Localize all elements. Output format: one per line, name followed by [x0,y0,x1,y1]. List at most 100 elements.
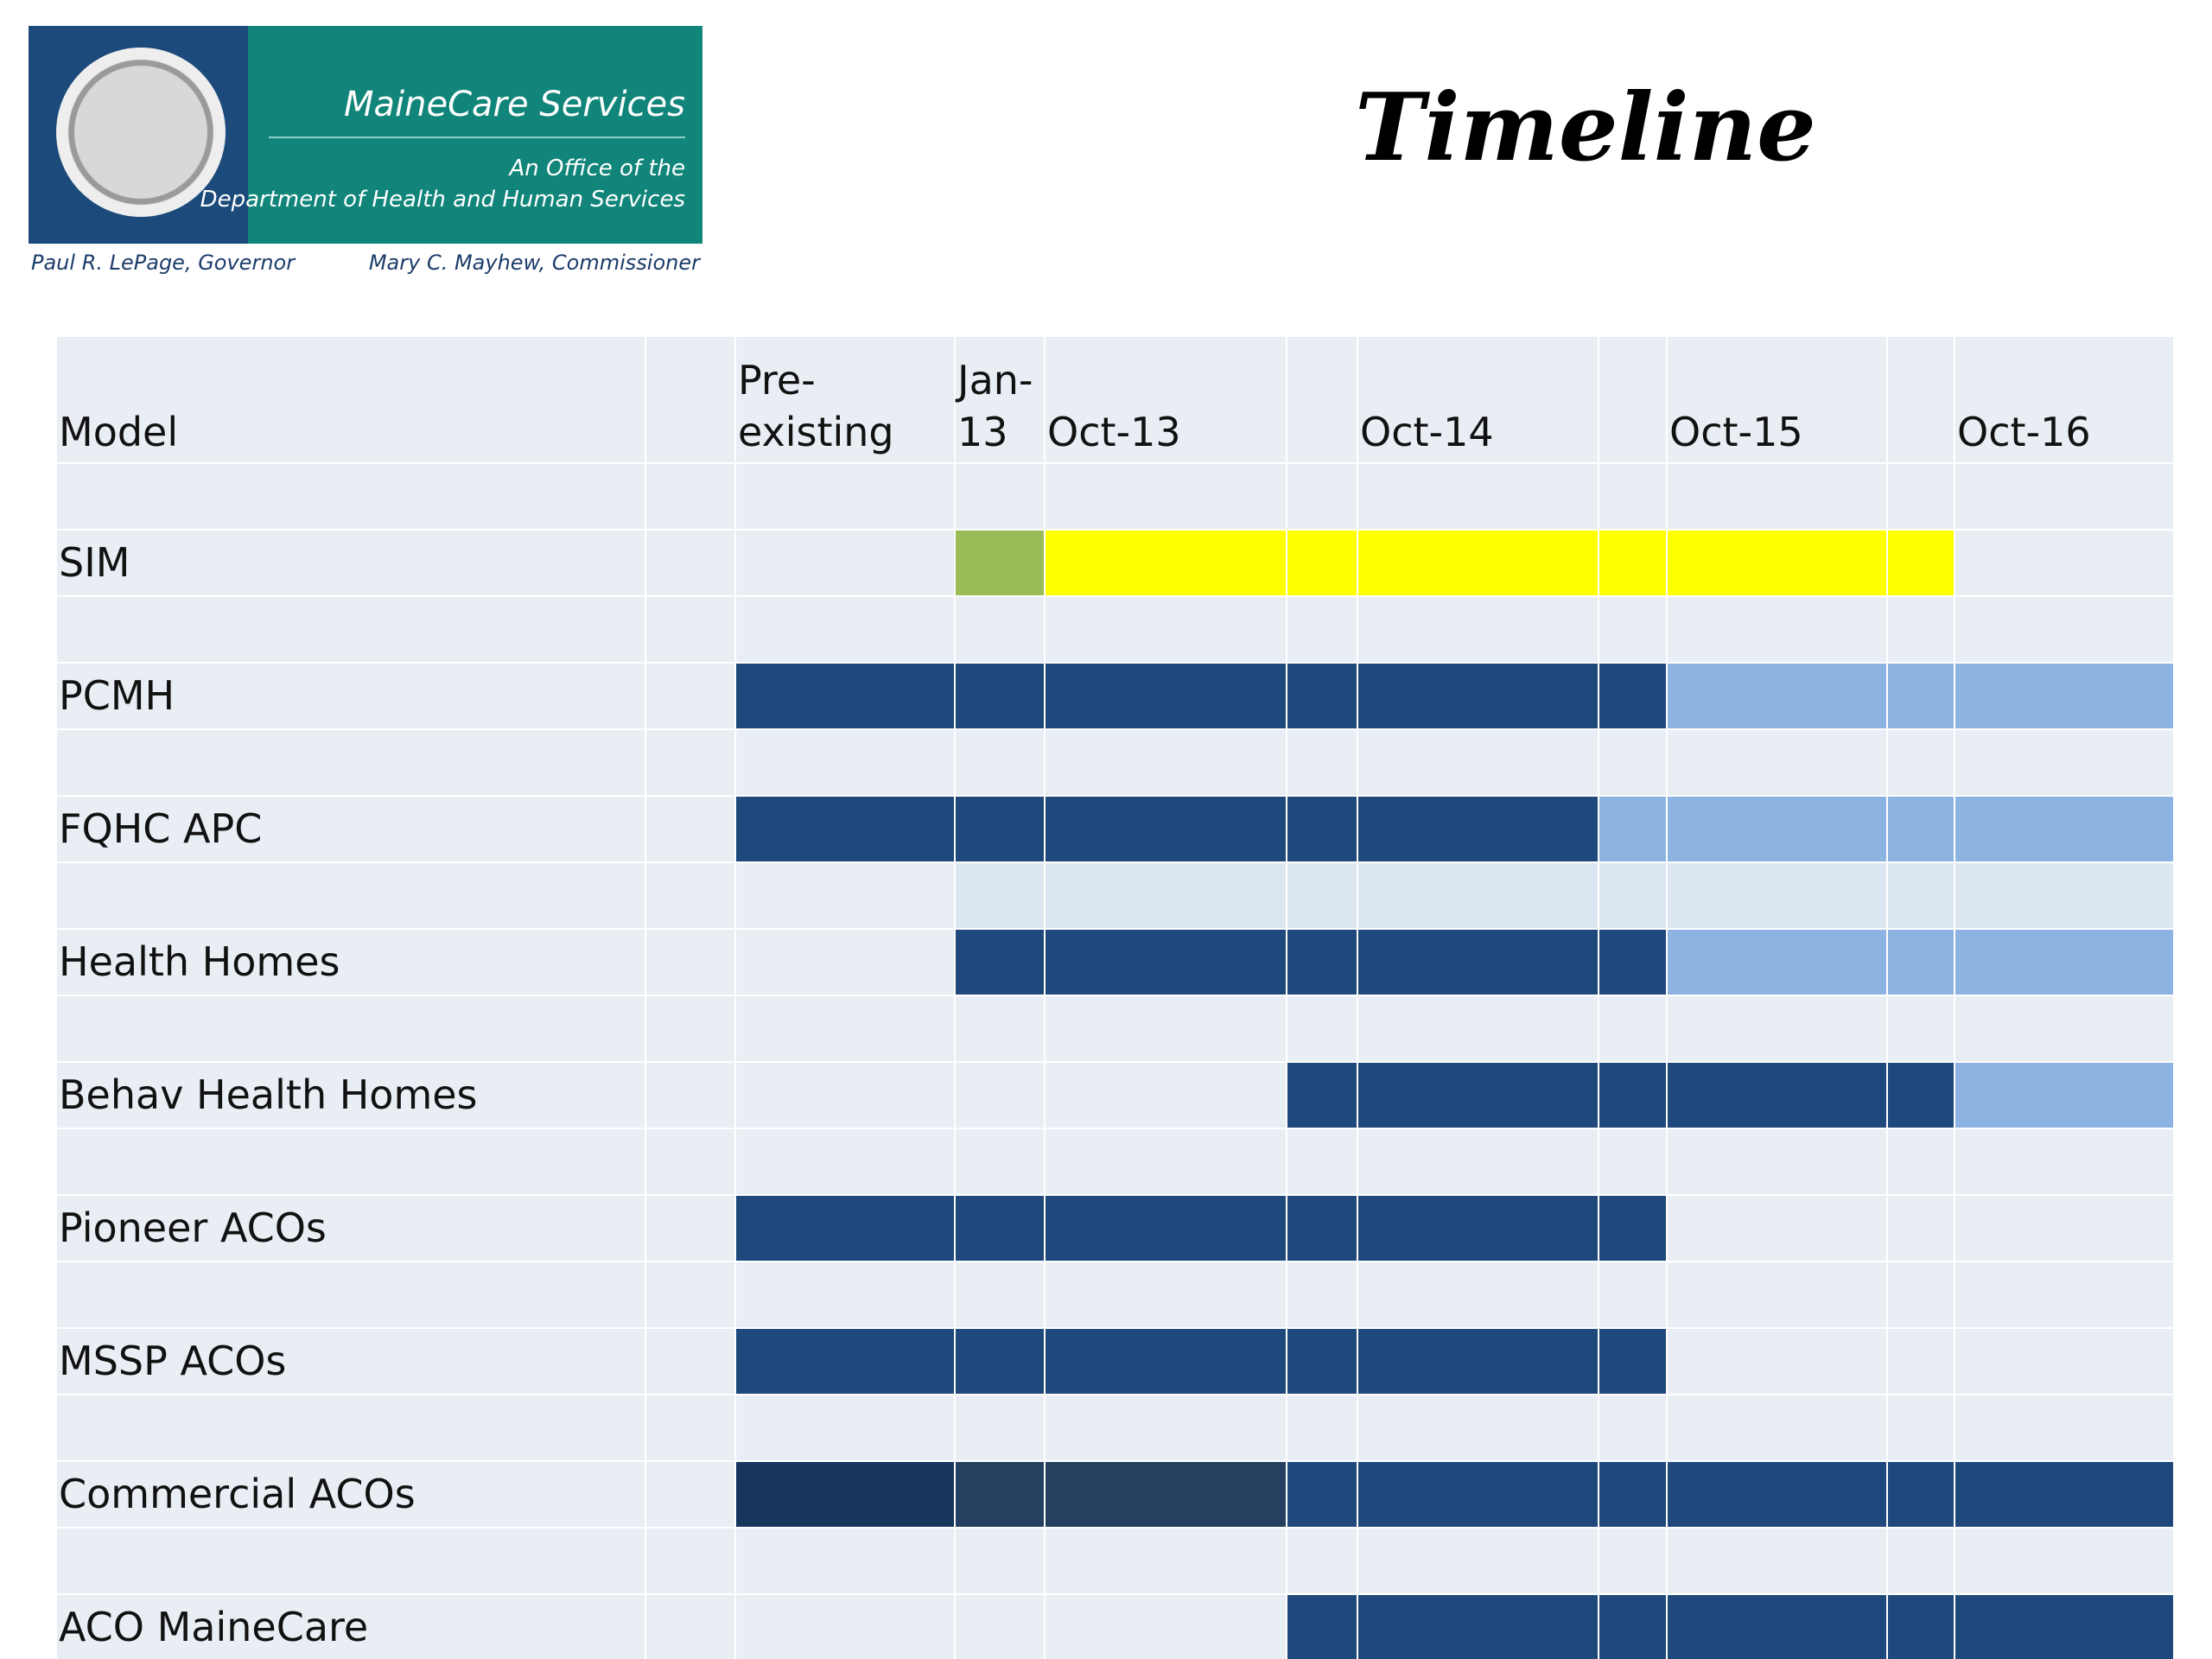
empty-cell [1888,1329,1954,1394]
logo-subtitle: An Office of the [509,156,685,181]
empty-cell [1955,996,2173,1061]
empty-cell [1287,1262,1357,1327]
empty-cell [646,531,734,595]
timeline-bar [1358,1329,1598,1394]
timeline-bar [1046,863,1286,928]
timeline-bar [1888,1462,1954,1527]
timeline-bar [1668,1595,1886,1659]
timeline-bar [1668,797,1886,861]
empty-cell [1888,1196,1954,1261]
empty-cell [956,464,1044,529]
spacer-cell [57,996,645,1061]
empty-cell [736,1395,954,1460]
timeline-bar [1287,863,1357,928]
empty-cell [1955,730,2173,795]
empty-cell [1955,531,2173,595]
timeline-bar [956,797,1044,861]
state-seal [56,48,226,217]
empty-cell [1046,1395,1286,1460]
empty-cell [1599,1395,1666,1460]
empty-cell [1668,464,1886,529]
slide-title: Timeline [1355,73,1816,182]
header-cell: Oct-16 [1955,337,2173,462]
row-label: SIM [57,531,645,595]
timeline-bar [1888,797,1954,861]
timeline-bar [1888,1595,1954,1659]
timeline-bar [1046,531,1286,595]
empty-cell [1955,1395,2173,1460]
empty-cell [1668,597,1886,662]
header-cell [1287,337,1357,462]
empty-cell [1046,1529,1286,1593]
row-label: FQHC APC [57,797,645,861]
empty-cell [1287,1395,1357,1460]
timeline-bar [1955,863,2173,928]
timeline-bar [1599,1595,1666,1659]
header-cell: Pre-existing [736,337,954,462]
row-label: Commercial ACOs [57,1462,645,1527]
empty-cell [1046,464,1286,529]
timeline-bar [1599,1462,1666,1527]
row-label: Behav Health Homes [57,1063,645,1128]
row-label: Pioneer ACOs [57,1196,645,1261]
timeline-bar [1287,1462,1357,1527]
header-cell [1888,337,1954,462]
empty-cell [646,1129,734,1194]
empty-cell [1046,597,1286,662]
empty-cell [1888,597,1954,662]
empty-cell [956,1063,1044,1128]
spacer-cell [57,464,645,529]
empty-cell [1668,1262,1886,1327]
empty-cell [1599,1262,1666,1327]
empty-cell [956,1129,1044,1194]
empty-cell [1046,1063,1286,1128]
empty-cell [1358,996,1598,1061]
empty-cell [1599,1529,1666,1593]
timeline-bar [956,930,1044,995]
row-label: PCMH [57,664,645,728]
empty-cell [1955,1196,2173,1261]
empty-cell [736,1262,954,1327]
empty-cell [646,1462,734,1527]
spacer-cell [57,863,645,928]
timeline-bar [1668,930,1886,995]
timeline-bar [1287,1329,1357,1394]
timeline-bar [1955,664,2173,728]
timeline-bar [956,531,1044,595]
timeline-bar [1046,1329,1286,1394]
timeline-bar [1599,1063,1666,1128]
timeline-bar [1287,1595,1357,1659]
timeline-bar [956,863,1044,928]
empty-cell [956,996,1044,1061]
empty-cell [1668,1129,1886,1194]
timeline-bar [956,664,1044,728]
timeline-bar [1599,664,1666,728]
commissioner: Mary C. Mayhew, Commissioner [368,251,700,275]
empty-cell [736,1129,954,1194]
empty-cell [1046,1129,1286,1194]
empty-cell [1955,1262,2173,1327]
empty-cell [1599,996,1666,1061]
empty-cell [956,1262,1044,1327]
empty-cell [646,1063,734,1128]
timeline-bar [1668,531,1886,595]
empty-cell [1888,1262,1954,1327]
header-cell: Jan-13 [956,337,1044,462]
empty-cell [1599,1129,1666,1194]
spacer-cell [57,1129,645,1194]
empty-cell [646,1329,734,1394]
timeline-bar [1287,930,1357,995]
timeline-bar [1358,1462,1598,1527]
empty-cell [1668,1196,1886,1261]
spacer-cell [57,1529,645,1593]
empty-cell [736,531,954,595]
timeline-bar [736,797,954,861]
empty-cell [1287,1129,1357,1194]
spacer-cell [57,1395,645,1460]
empty-cell [1888,1395,1954,1460]
timeline-bar [1358,930,1598,995]
timeline-bar [1287,1196,1357,1261]
timeline-bar [956,1329,1044,1394]
empty-cell [736,996,954,1061]
timeline-bar [1888,930,1954,995]
